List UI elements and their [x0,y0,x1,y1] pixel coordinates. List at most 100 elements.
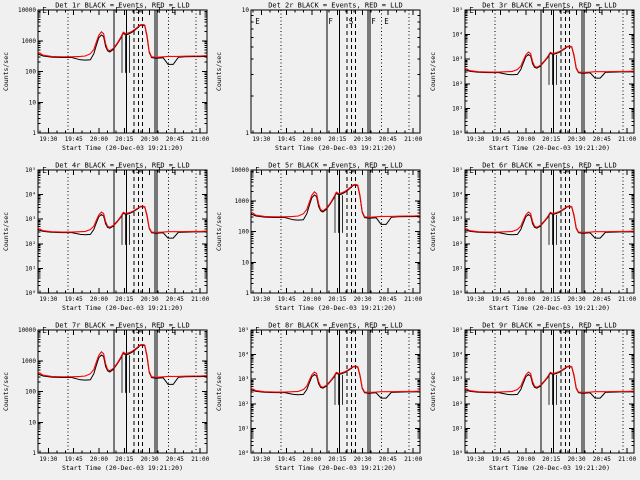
x-tick-label: 20:15 [115,136,133,143]
flag-letter: F [372,17,377,26]
flag-letter: F [158,326,163,335]
y-tick-label: 1000 [235,198,250,205]
x-tick-label: 20:15 [542,296,560,303]
y-axis-label: Counts/sec [429,372,437,411]
lld-curve [37,23,208,58]
events-curve [251,184,421,225]
flag-letter: F [372,166,377,175]
x-tick-label: 20:00 [517,456,535,463]
y-tick-label: 1 [246,130,250,137]
x-tick-label: 20:00 [90,136,108,143]
panel-title: Det 7r BLACK = Events, RED = LLD [55,322,190,330]
x-tick-label: 19:30 [253,136,271,143]
x-tick-label: 20:30 [141,456,159,463]
x-tick-label: 19:30 [39,136,57,143]
x-tick-label: 20:45 [593,296,611,303]
flag-letter: E [42,326,47,335]
x-tick-label: 20:45 [379,296,397,303]
x-tick-label: 19:30 [39,456,57,463]
x-tick-label: 20:00 [517,136,535,143]
lld-curve [464,45,634,73]
panel-svg: 19:30 19:45 20:00 20:15 20:30 20:45 21:00 1 10 10… [2,322,210,472]
flag-letter: E [469,326,474,335]
panel-svg: 19:30 19:45 20:00 20:15 20:30 20:45 21:00 10⁰ 10… [215,322,423,472]
flag-letter: S [562,166,567,175]
y-tick-label: 100 [25,69,36,76]
y-tick-label: 10000 [18,327,36,334]
lld-curve [251,183,421,218]
y-tick-label: 10⁵ [25,167,36,174]
y-tick-label: 10⁴ [452,352,463,359]
flag-letter: E [469,6,474,15]
lld-curve [37,343,208,378]
x-tick-label: 20:30 [141,296,159,303]
plot-box [250,169,421,294]
y-tick-label: 10⁰ [239,450,250,457]
y-tick-label: 10⁵ [452,327,463,334]
flag-letter: S [136,166,141,175]
plot-box [37,9,208,134]
x-tick-label: 21:00 [191,456,209,463]
events-curve [251,366,421,399]
y-tick-label: 10⁴ [239,352,250,359]
y-tick-label: 10¹ [452,425,463,432]
flag-letter: S [349,17,354,26]
x-tick-label: 19:45 [491,296,509,303]
detector-panel: 19:30 19:45 20:00 20:15 20:30 20:45 21:00 10⁰ 10… [427,320,640,480]
x-tick-label: 20:00 [303,296,321,303]
x-tick-label: 20:30 [354,136,372,143]
x-axis-label: Start Time (20-Dec-03 19:21:20) [275,144,396,152]
events-curve [37,344,208,385]
x-tick-label: 20:15 [115,456,133,463]
x-tick-label: 19:30 [253,456,271,463]
flag-letter: E [42,166,47,175]
x-tick-label: 19:45 [278,136,296,143]
x-tick-label: 20:15 [329,136,347,143]
x-tick-label: 19:30 [466,296,484,303]
y-tick-label: 10² [25,241,36,248]
panel-svg: 19:30 19:45 20:00 20:15 20:30 20:45 21:00 10⁰ 10… [429,2,637,152]
y-axis-label: Counts/sec [429,212,437,251]
y-axis-label: Counts/sec [429,52,437,91]
y-tick-label: 10² [452,81,463,88]
y-tick-label: 10¹ [25,265,36,272]
panel-svg: 19:30 19:45 20:00 20:15 20:30 20:45 21:00 10⁰ 10… [2,162,210,312]
events-curve [37,24,208,65]
panel-title: Det 3r BLACK = Events, RED = LLD [482,2,617,10]
x-tick-label: 21:00 [191,296,209,303]
flag-letter: E [385,17,390,26]
panel-svg: 19:30 19:45 20:00 20:15 20:30 20:45 21:00 1 10 10… [215,162,423,312]
flag-letter: S [349,166,354,175]
panel-svg: 19:30 19:45 20:00 20:15 20:30 20:45 21:00 10⁰ 10… [429,322,637,472]
y-tick-label: 10⁰ [452,450,463,457]
x-tick-label: 21:00 [618,296,636,303]
x-axis-label: Start Time (20-Dec-03 19:21:20) [62,144,183,152]
y-tick-label: 1 [32,450,36,457]
y-tick-label: 100 [239,229,250,236]
x-tick-label: 19:45 [278,296,296,303]
flag-letter: E [256,166,261,175]
flag-letter: E [469,166,474,175]
x-tick-label: 20:00 [90,296,108,303]
events-curve [464,46,634,79]
flag-letter: F [542,6,547,15]
x-tick-label: 19:30 [466,136,484,143]
flag-letter: E [171,166,176,175]
flag-letter: E [256,326,261,335]
y-tick-label: 10 [242,7,250,14]
y-axis-label: Counts/sec [2,52,10,91]
x-tick-label: 20:45 [379,456,397,463]
x-tick-label: 20:30 [354,296,372,303]
y-axis-label: Counts/sec [215,52,223,91]
flag-letter: E [171,6,176,15]
x-tick-label: 21:00 [618,136,636,143]
y-tick-label: 10³ [452,56,463,63]
panel-title: Det 6r BLACK = Events, RED = LLD [482,162,617,170]
x-tick-label: 20:45 [166,136,184,143]
flag-letter: F [372,326,377,335]
x-tick-label: 19:45 [65,296,83,303]
x-tick-label: 19:45 [65,456,83,463]
y-tick-label: 10⁵ [452,7,463,14]
